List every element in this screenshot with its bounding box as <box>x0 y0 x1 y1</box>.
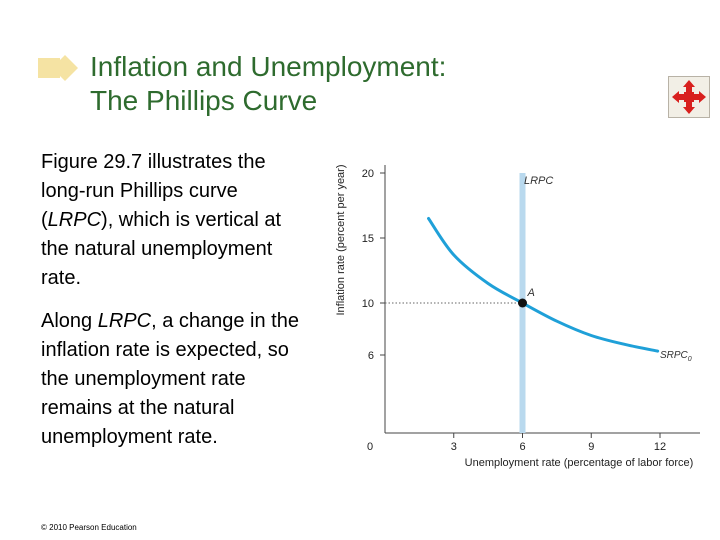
title-bullet-icon <box>38 55 78 81</box>
copyright: © 2010 Pearson Education <box>41 523 137 532</box>
p2-text-b: , a change in the inflation rate is expe… <box>41 310 299 448</box>
x-axis-label: Unemployment rate (percentage of labor f… <box>465 457 694 469</box>
srpc-curve <box>427 217 660 353</box>
title-line-2: The Phillips Curve <box>90 85 318 116</box>
p1-text-a: Figure 29.7 illustrates the long-run Phi… <box>41 151 266 231</box>
p2-text-a: Along <box>41 310 98 332</box>
four-arrows-move-icon[interactable] <box>668 76 710 118</box>
srpc-label: SRPC0 <box>660 350 692 363</box>
srpc-label-main: SRPC <box>660 350 689 361</box>
paragraph-2: Along LRPC, a change in the inflation ra… <box>41 307 301 452</box>
y-tick-label: 6 <box>368 350 374 362</box>
y-tick-label: 20 <box>362 168 374 180</box>
point-a-marker <box>518 298 527 308</box>
x-tick-label: 3 <box>451 441 457 453</box>
x-tick-label: 0 <box>367 441 373 453</box>
point-a-label: A <box>527 287 535 299</box>
p1-lrpc-term: LRPC <box>47 209 102 231</box>
paragraph-1: Figure 29.7 illustrates the long-run Phi… <box>41 148 301 293</box>
y-tick-label: 15 <box>362 233 374 245</box>
title-line-1: Inflation and Unemployment: <box>90 51 447 82</box>
x-tick-label: 6 <box>519 441 525 453</box>
lrpc-label: LRPC <box>524 175 553 187</box>
y-axis-label: Inflation rate (percent per year) <box>335 164 347 315</box>
x-tick-label: 9 <box>588 441 594 453</box>
body-text: Figure 29.7 illustrates the long-run Phi… <box>41 148 301 466</box>
y-tick-label: 10 <box>362 298 374 310</box>
x-tick-label: 12 <box>654 441 666 453</box>
slide-title: Inflation and Unemployment: The Phillips… <box>90 50 446 118</box>
p2-lrpc-term: LRPC <box>97 310 152 332</box>
phillips-curve-chart: Inflation rate (percent per year) Unempl… <box>335 164 700 469</box>
srpc-label-subscript: 0 <box>688 356 692 363</box>
p1-text-b: ), which is vertical at the natural unem… <box>41 209 282 289</box>
